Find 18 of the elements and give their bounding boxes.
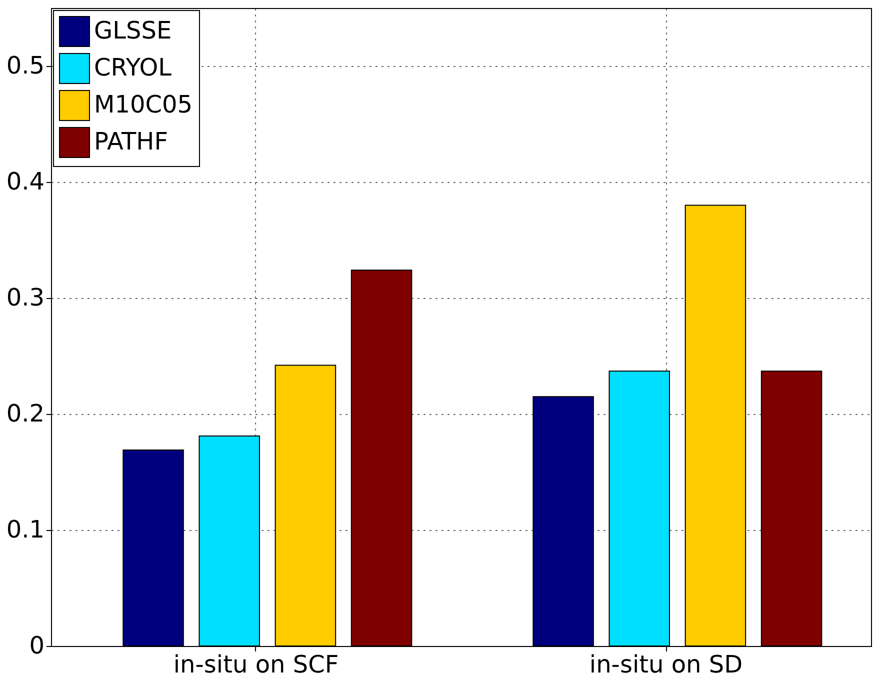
y-tick-label: 0.1 [6, 516, 44, 544]
legend-label: PATHF [94, 128, 168, 156]
bar [122, 449, 184, 646]
y-tick-label: 0.3 [6, 284, 44, 312]
y-tick-label: 0.2 [6, 400, 44, 428]
y-tick-label: 0.4 [6, 168, 44, 196]
y-tick-label: 0 [29, 632, 44, 660]
legend-label: GLSSE [94, 16, 172, 44]
bar [760, 370, 822, 646]
bar [350, 270, 412, 646]
legend-label: CRYOL [94, 54, 172, 82]
bar [274, 364, 336, 646]
bar [684, 204, 746, 646]
legend-label: M10C05 [94, 90, 193, 118]
bar [532, 396, 594, 646]
y-tick-label: 0.5 [6, 52, 44, 80]
x-tick-label: in-situ on SCF [173, 650, 339, 678]
x-tick-label: in-situ on SD [589, 650, 743, 678]
